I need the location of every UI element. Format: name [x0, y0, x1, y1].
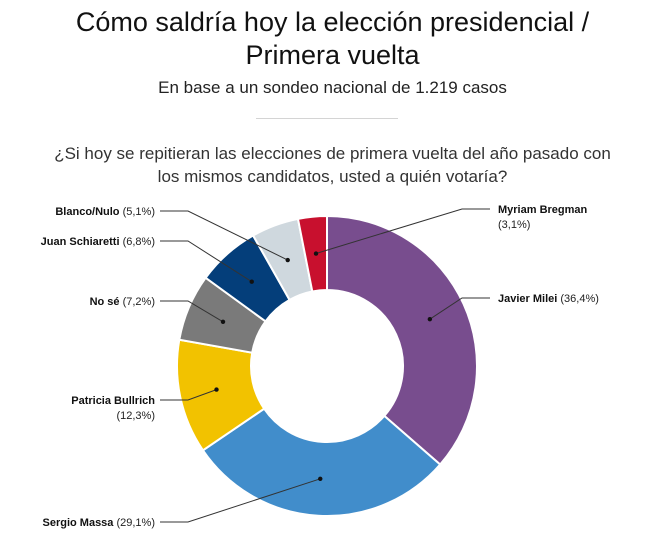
label-juan-schiaretti: Juan Schiaretti (6,8%)	[41, 236, 155, 248]
title-line-2: Primera vuelta	[245, 40, 420, 70]
label-value: (5,1%)	[120, 206, 155, 218]
label-javier-milei: Javier Milei (36,4%)	[498, 293, 599, 305]
label-sergio-massa: Sergio Massa (29,1%)	[43, 517, 156, 529]
leader-line-no-se	[160, 300, 224, 323]
leader-dot-juan-schiaretti	[249, 279, 254, 284]
label-patricia-bullrich: Patricia Bullrich (12,3%)	[71, 395, 155, 422]
label-name: Blanco/Nulo	[55, 206, 119, 218]
leader-line-blanco-nulo	[160, 210, 288, 261]
leader-dot-javier-milei	[427, 316, 433, 322]
label-value: (36,4%)	[557, 293, 599, 305]
leader-dot-sergio-massa	[318, 476, 323, 481]
label-value: (6,8%)	[120, 236, 155, 248]
label-value: (12,3%)	[116, 410, 155, 422]
leader-line-patricia-bullrich	[160, 389, 217, 401]
leader-line-myriam-bregman	[315, 208, 490, 255]
label-myriam-bregman: Myriam Bregman (3,1%)	[498, 204, 588, 231]
question-line-2: los mismos candidatos, usted a quién vot…	[157, 167, 508, 186]
label-blanco-nulo: Blanco/Nulo (5,1%)	[55, 206, 155, 218]
divider	[256, 118, 398, 119]
survey-question: ¿Si hoy se repitieran las elecciones de …	[0, 142, 665, 188]
slice-javier-milei	[326, 214, 478, 466]
title-line-1: Cómo saldría hoy la elección presidencia…	[75, 7, 590, 37]
label-value: (29,1%)	[113, 517, 155, 529]
question-line-1: ¿Si hoy se repitieran las elecciones de …	[54, 144, 611, 163]
leader-line-javier-milei	[429, 297, 490, 320]
label-name: Sergio Massa	[43, 517, 115, 529]
slice-sergio-massa	[201, 407, 442, 517]
leader-dot-blanco-nulo	[285, 257, 290, 263]
label-name: Myriam Bregman	[498, 204, 588, 216]
leader-dot-patricia-bullrich	[214, 387, 219, 392]
label-no-se: No sé (7,2%)	[90, 296, 155, 308]
leader-line-sergio-massa	[160, 478, 321, 523]
leader-dot-no-se	[220, 319, 226, 324]
leader-line-juan-schiaretti	[160, 240, 253, 283]
label-name: Javier Milei	[498, 293, 557, 305]
label-name: No sé	[90, 296, 120, 308]
leader-dot-myriam-bregman	[313, 251, 319, 256]
label-value: (3,1%)	[498, 219, 530, 231]
slice-myriam-bregman	[296, 214, 328, 293]
label-value: (7,2%)	[120, 296, 155, 308]
label-name: Juan Schiaretti	[41, 236, 120, 248]
label-name: Patricia Bullrich	[71, 395, 155, 407]
chart-subtitle: En base a un sondeo nacional de 1.219 ca…	[158, 78, 507, 97]
chart-title: Cómo saldría hoy la elección presidencia…	[0, 6, 665, 72]
